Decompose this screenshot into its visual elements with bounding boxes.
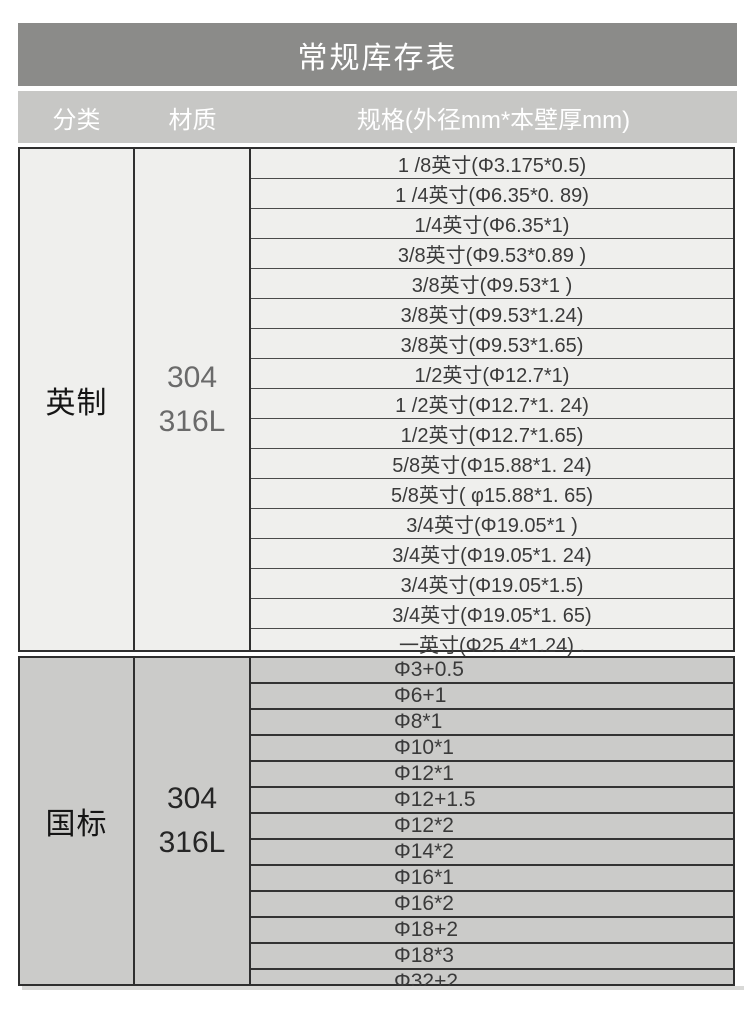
spec-row: 1/2英寸(Φ12.7*1.65) xyxy=(251,419,733,449)
spec-row: 3/4英寸(Φ19.05*1. 24) xyxy=(251,539,733,569)
material-line: 316L xyxy=(158,826,226,859)
spec-row: 3/8英寸(Φ9.53*1.24) xyxy=(251,299,733,329)
spec-row: Φ16*2 xyxy=(251,892,733,918)
spec-row: Φ12+1.5 xyxy=(251,788,733,814)
spec-row: 1 /8英寸(Φ3.175*0.5) xyxy=(251,149,733,179)
spec-row: Φ32+2 xyxy=(394,970,459,993)
spec-column: Φ3+0.5 Φ6+1 Φ8*1 Φ10*1 Φ12*1 Φ12+1.5 Φ12*2 Φ14*… xyxy=(251,658,733,993)
spec-row: 1 /2英寸(Φ12.7*1. 24) xyxy=(251,389,733,419)
spec-row: Φ14*2 xyxy=(251,840,733,866)
spec-row: Φ8*1 xyxy=(251,710,733,736)
section-imperial: 英制 304 316L 1 /8英寸(Φ3.175*0.5) 1 /4英寸(Φ6.35*… xyxy=(18,147,735,747)
material-cell: 304 316L xyxy=(135,658,251,984)
spec-row: Φ3+0.5 xyxy=(251,658,733,684)
table-bottom-shadow xyxy=(22,986,744,990)
spec-row: 3/8英寸(Φ9.53*0.89 ) xyxy=(251,239,733,269)
material-cell: 304 316L xyxy=(135,149,251,650)
header-category: 分类 xyxy=(52,106,101,134)
spec-row: 1 /4英寸(Φ6.35*0. 89) xyxy=(251,179,733,209)
category-cell: 英制 xyxy=(20,149,135,650)
table-header: 分类 材质 规格(外径mm*本壁厚mm) xyxy=(18,91,737,143)
header-spec: 规格(外径mm*本壁厚mm) xyxy=(356,106,631,134)
page-title: 常规库存表 xyxy=(18,23,737,86)
spec-column: 1 /8英寸(Φ3.175*0.5) 1 /4英寸(Φ6.35*0. 89) 1/4… xyxy=(251,149,733,747)
spec-row: 3/8英寸(Φ9.53*1 ) xyxy=(251,269,733,299)
spec-row: Φ18*3 xyxy=(251,944,733,970)
spec-row: Φ18+2 xyxy=(251,918,733,944)
material-line: 304 xyxy=(166,782,218,815)
spec-row: 3/4英寸(Φ19.05*1.5) xyxy=(251,569,733,599)
spec-row: Φ12*2 xyxy=(251,814,733,840)
section-national: 国标 304 316L Φ3+0.5 Φ6+1 Φ8*1 Φ10*1 Φ12*1 Φ12+1.5… xyxy=(18,656,735,993)
material-line: 316L xyxy=(158,404,226,438)
spec-row: 1/2英寸(Φ12.7*1) xyxy=(251,359,733,389)
spec-row: Φ12*1 xyxy=(251,762,733,788)
spec-row: Φ6+1 xyxy=(251,684,733,710)
spec-row: Φ10*1 xyxy=(251,736,733,762)
spec-row: 一英寸(Φ25.4*1.24) . xyxy=(251,629,733,659)
spec-row: 3/4英寸(Φ19.05*1 ) xyxy=(251,509,733,539)
spec-row: 1/4英寸(Φ6.35*1) xyxy=(251,209,733,239)
spec-row: Φ16*1 xyxy=(251,866,733,892)
spec-row: 5/8英寸(Φ15.88*1. 24) xyxy=(251,449,733,479)
category-cell: 国标 xyxy=(20,658,135,984)
header-material: 材质 xyxy=(168,106,217,134)
spec-row: 5/8英寸( φ15.88*1. 65) xyxy=(251,479,733,509)
spec-row: 3/4英寸(Φ19.05*1. 65) xyxy=(251,599,733,629)
material-line: 304 xyxy=(166,360,218,394)
spec-row: 3/8英寸(Φ9.53*1.65) xyxy=(251,329,733,359)
